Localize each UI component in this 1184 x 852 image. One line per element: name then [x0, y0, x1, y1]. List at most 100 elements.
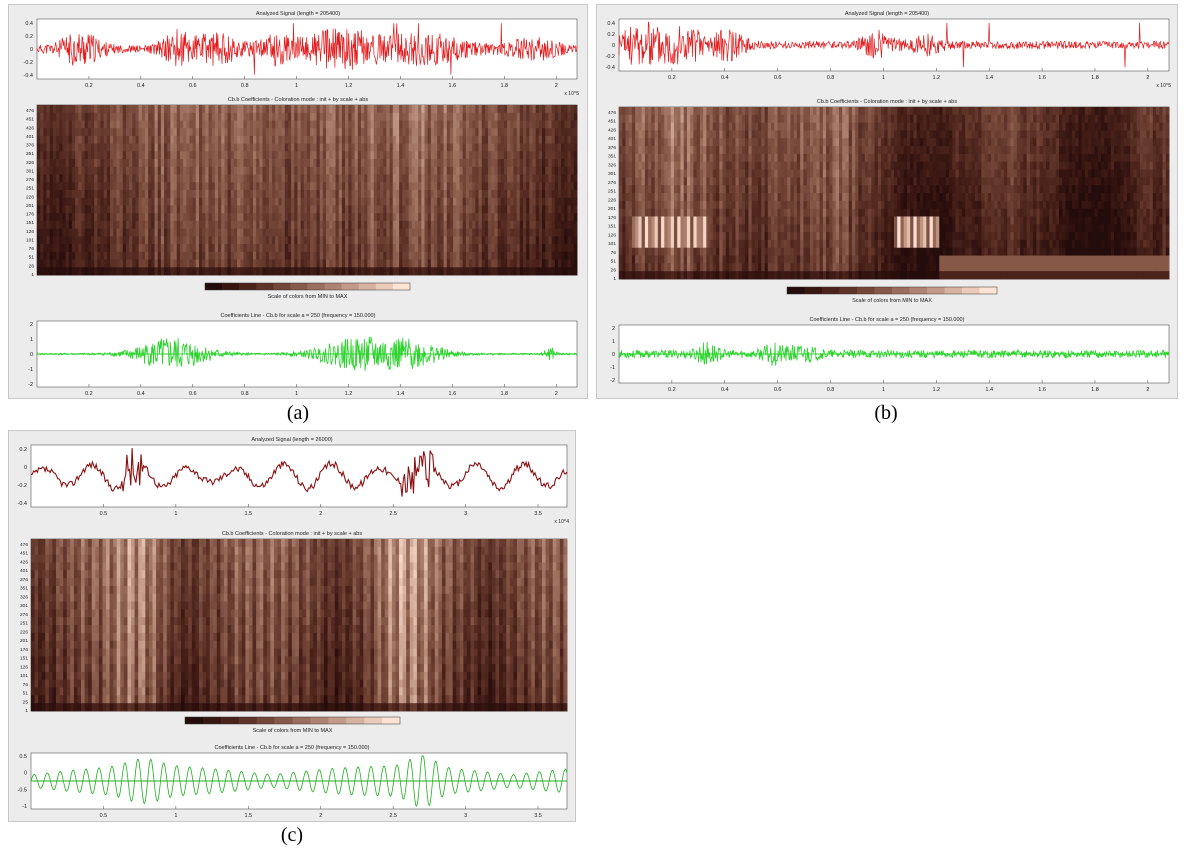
panel-a-cwt-cell — [40, 220, 44, 230]
panel-a-cwt-cell — [103, 228, 108, 237]
panel-a-cwt-cell — [567, 120, 572, 129]
panel-a-cwt-cell — [484, 105, 489, 114]
panel-a-cwt-cell — [418, 159, 422, 168]
panel-a-cwt-cell — [535, 228, 540, 237]
panel-a-cwt-cell — [421, 120, 425, 129]
panel-a-cwt-cell — [246, 120, 251, 129]
panel-a-cwt-cell — [278, 143, 282, 152]
panel-a-cwt-cell — [335, 251, 340, 260]
panel-a-cwt-cell — [46, 267, 51, 276]
panel-b-cwt-cell — [696, 130, 701, 139]
panel-b-cwt-cell — [641, 247, 646, 256]
panel-a-cwt-cell — [189, 143, 194, 152]
panel-a-cwt-cell — [554, 159, 559, 168]
panel-a-cwt-cell — [218, 128, 222, 137]
panel-a-cwt-cell — [370, 112, 375, 121]
panel-a-cwt-cell — [43, 228, 47, 237]
panel-a-cwt-cell — [513, 143, 518, 152]
panel-a-cwt-cell — [116, 228, 120, 237]
panel-b-cwt-cell — [625, 224, 630, 233]
panel-a-cwt-cell — [52, 120, 57, 129]
panel-a-cwt-cell — [145, 220, 149, 230]
panel-a-cwt-cell — [561, 143, 565, 152]
panel-a-cwt-cell — [160, 105, 165, 114]
panel-b-cwt-cell — [709, 146, 714, 155]
panel-a-cwt-cell — [56, 213, 60, 222]
panel-a-cwt-cell — [361, 166, 365, 175]
panel-a-cwt-cell — [510, 166, 514, 175]
panel-a-cwt-cell — [52, 190, 57, 199]
panel-a-cwt-cell — [94, 128, 98, 137]
panel-a-cwt-cell — [488, 190, 492, 199]
panel-a-cwt-cell — [135, 267, 140, 276]
panel-a-cwt-cell — [354, 112, 359, 121]
panel-a-cwt-cell — [523, 251, 527, 260]
panel-a-cwt-cell — [246, 236, 251, 245]
panel-a-cwt-cell — [338, 213, 343, 222]
panel-a-line-ytick-label: 0 — [30, 352, 33, 358]
panel-b-cwt-cell — [719, 193, 723, 202]
panel-a-cwt-cell — [354, 151, 359, 160]
panel-a-cwt-cell — [329, 151, 333, 160]
panel-b-cwt-cell — [635, 200, 639, 210]
panel-b-cwt-cell — [761, 263, 765, 272]
panel-a-cwt-cell — [421, 205, 425, 214]
panel-b-cwt-cell — [648, 193, 652, 202]
panel-a-cwt-cell — [405, 267, 410, 276]
panel-a-cwt-cell — [125, 205, 130, 214]
panel-a-cwt-cell — [430, 105, 435, 114]
panel-a-cwt-cell — [475, 112, 479, 121]
panel-a-cwt-cell — [548, 220, 552, 230]
panel-a-cwt-cell — [56, 143, 60, 152]
panel-a-cwt-cell — [141, 120, 146, 129]
panel-a-cwt-cell — [138, 120, 143, 129]
panel-a-cwt-cell — [548, 251, 552, 260]
panel-a-cwt-cell — [256, 267, 260, 276]
panel-b-cwt-cell — [657, 130, 662, 139]
panel-a-cwt-cell — [303, 174, 308, 183]
panel-a-cwt-cell — [211, 105, 216, 114]
panel-a-cwt-cell — [469, 267, 473, 276]
panel-b-cwt-cell — [745, 247, 749, 256]
panel-b-cwt-cell — [693, 107, 698, 116]
panel-a-cwt-cell — [551, 259, 556, 268]
panel-b-cwt-cell — [619, 239, 623, 249]
panel-a-cwt-cell — [573, 197, 578, 206]
panel-a-cwt-cell — [548, 197, 552, 206]
panel-a-cwt-cell — [513, 213, 518, 222]
panel-a-cwt-cell — [418, 244, 422, 253]
panel-a-cwt-cell — [46, 205, 51, 214]
panel-a-cwt-cell — [519, 174, 524, 183]
panel-b-cwt-cell — [748, 177, 753, 186]
panel-a-cwt-cell — [376, 220, 381, 230]
panel-a-cwt-cell — [351, 112, 356, 121]
panel-a-cwt-cell — [564, 205, 568, 214]
panel-b-cwt-cell — [761, 239, 765, 249]
panel-a-cwt-cell — [472, 166, 476, 175]
panel-b-cwt-cell — [771, 185, 775, 194]
panel-a-cwt-cell — [507, 128, 511, 137]
panel-a-cwt-cell — [129, 197, 133, 206]
panel-a-signal-xtick-label: 1.4 — [397, 83, 405, 89]
panel-a-cwt-cell — [418, 267, 422, 276]
panel-b-cwt-cell — [674, 153, 678, 163]
panel-a-cwt-cell — [497, 174, 502, 183]
panel-b-cwt-cell — [657, 200, 662, 210]
panel-a-cwt-cell — [307, 236, 311, 245]
panel-a-cwt-cell — [205, 128, 209, 137]
panel-a-cwt-cell — [281, 190, 286, 199]
panel-b-cwt-cell — [693, 216, 698, 225]
panel-a-cwt-cell — [564, 220, 568, 230]
panel-a-cwt-cell — [510, 143, 514, 152]
panel-a-cwt-cell — [510, 205, 514, 214]
panel-b-cwt-cell — [745, 255, 749, 264]
panel-a-cwt-cell — [148, 244, 152, 253]
panel-b-cwt-cell — [628, 208, 633, 217]
panel-a-cwt-cell — [179, 236, 184, 245]
panel-a-cwt-cell — [545, 213, 549, 222]
panel-b-cwt-cell — [771, 239, 775, 249]
panel-a-cwt-cell — [529, 190, 533, 199]
panel-b-cwt-cell — [732, 146, 736, 155]
panel-b-cwt-cell — [628, 153, 633, 163]
panel-a-cwt-cell — [256, 213, 260, 222]
